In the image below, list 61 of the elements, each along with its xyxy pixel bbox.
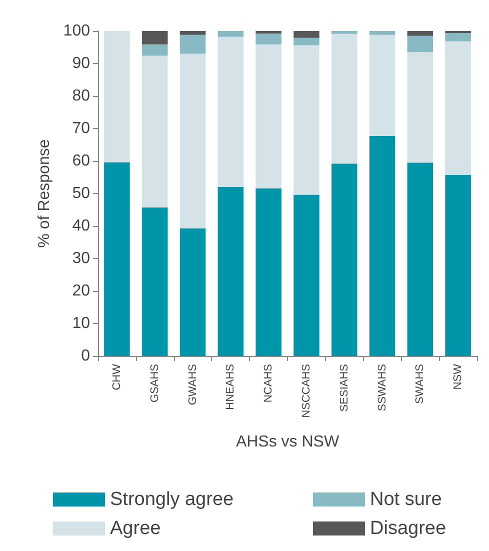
x-tick-label: GWAHS: [186, 364, 199, 406]
bar: [331, 34, 358, 164]
bar: [180, 34, 206, 54]
y-tick-label: 90: [72, 55, 90, 72]
y-tick-label: 40: [72, 218, 90, 234]
bar: [445, 32, 471, 42]
bar: [180, 31, 206, 35]
bar: [142, 207, 168, 356]
bar: [142, 31, 168, 44]
y-tick-label: 0: [81, 348, 90, 364]
x-tick-label: HNEAHS: [224, 364, 237, 410]
y-axis-title: % of Response: [36, 139, 53, 248]
y-tick-label: 20: [72, 282, 90, 300]
bar: [369, 31, 396, 35]
bar: [256, 34, 282, 44]
y-tick-label: 70: [72, 120, 90, 137]
legend-label: Disagree: [370, 518, 446, 539]
x-tick-label: NSCCAHS: [300, 364, 312, 418]
x-tick-label: SESIAHS: [338, 364, 350, 412]
y-tick-label: 80: [72, 88, 90, 104]
bar: [445, 174, 471, 356]
x-tick-label: GSAHS: [148, 364, 161, 403]
bar: [180, 228, 206, 356]
bar: [331, 31, 358, 34]
bar: [256, 188, 282, 356]
y-tick-label: 50: [72, 185, 90, 202]
legend-label: Agree: [110, 518, 161, 539]
bar: [142, 44, 168, 56]
legend-label: Strongly agree: [110, 489, 234, 510]
bar: [180, 54, 206, 228]
bar: [445, 41, 471, 175]
legend-label: Not sure: [370, 489, 442, 510]
bar: [331, 164, 358, 356]
x-tick-label: SWAHS: [414, 364, 426, 404]
x-tick-label: SSWAHS: [376, 364, 388, 412]
bar: [294, 45, 320, 195]
bar: [407, 162, 434, 356]
x-tick-label: CHW: [110, 363, 123, 390]
bar: [294, 31, 320, 38]
bar: [256, 44, 282, 188]
bar: [142, 56, 168, 208]
bar: [369, 136, 396, 356]
bar: [407, 31, 434, 36]
bar: [294, 38, 320, 46]
bar: [256, 31, 282, 34]
y-tick-label: 30: [72, 250, 90, 267]
bar: [218, 36, 244, 187]
y-tick-label: 10: [72, 315, 90, 332]
bar: [218, 31, 244, 37]
x-axis-title: AHSs vs NSW: [236, 434, 340, 450]
y-tick-label: 100: [63, 22, 90, 40]
bar: [407, 36, 434, 52]
y-tick-label: 60: [72, 152, 90, 170]
bar: [294, 194, 320, 356]
bar: [369, 34, 396, 136]
bar: [104, 31, 130, 162]
bar: [218, 187, 244, 356]
x-tick-label: NSW: [452, 363, 464, 390]
bar: [407, 52, 434, 163]
bar: [104, 162, 130, 356]
x-tick-label: NCAHS: [262, 364, 275, 403]
